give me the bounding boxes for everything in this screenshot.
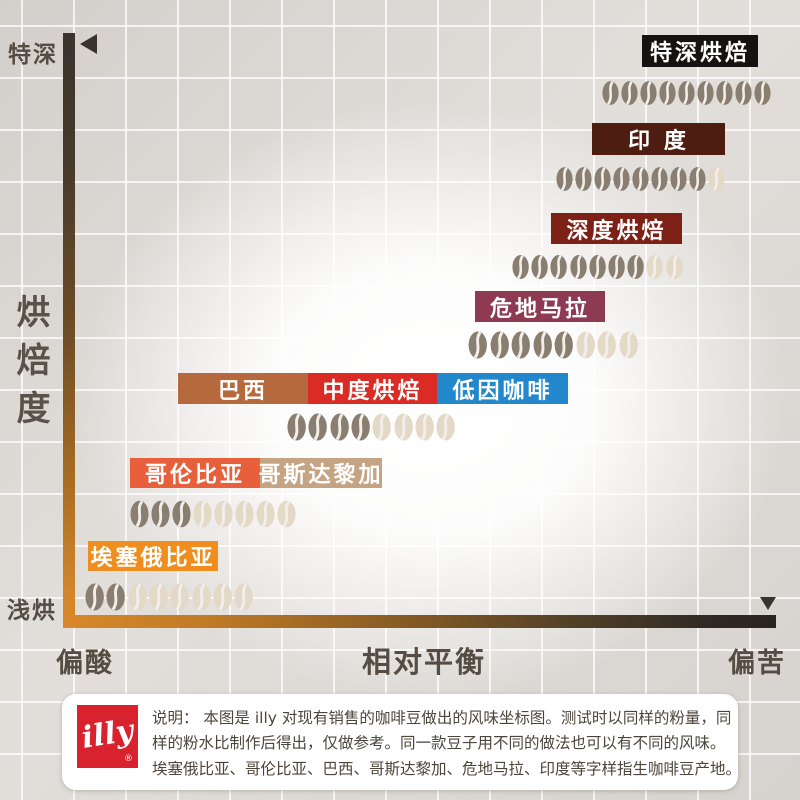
coffee-bean-dark-icon — [554, 331, 574, 363]
coffee-bean-dark-icon — [621, 79, 638, 111]
x-axis-left-label: 偏酸 — [56, 648, 114, 679]
coffee-bean-light-icon — [394, 413, 413, 445]
coffee-bean-light-icon — [235, 500, 254, 532]
coffee-bean-dark-icon — [570, 253, 587, 285]
x-axis-right-label: 偏苦 — [728, 648, 786, 679]
footer-note-text: 说明： 本图是 illy 对现有销售的咖啡豆做出的风味坐标图。测试时以同样的粉量… — [152, 706, 742, 782]
coffee-bean-dark-icon — [556, 165, 573, 197]
label-box-row7-1: 埃塞俄比亚 — [88, 541, 218, 571]
y-axis-bottom-label: 浅烘 — [7, 598, 57, 624]
coffee-bean-dark-icon — [533, 331, 553, 363]
coffee-bean-dark-icon — [678, 79, 695, 111]
footer-note-panel: illy ® 说明： 本图是 illy 对现有销售的咖啡豆做出的风味坐标图。测试… — [62, 694, 742, 790]
coffee-bean-dark-icon — [632, 165, 649, 197]
coffee-bean-light-icon — [708, 165, 725, 197]
label-box-row1-1: 特深烘焙 — [642, 35, 758, 67]
coffee-bean-light-icon — [372, 413, 391, 445]
label-box-row4-1: 危地马拉 — [475, 291, 605, 322]
coffee-bean-dark-icon — [130, 500, 149, 532]
coffee-bean-light-icon — [277, 500, 296, 532]
coffee-bean-light-icon — [256, 500, 275, 532]
note-line-1: 说明： 本图是 illy 对现有销售的咖啡豆做出的风味坐标图。测试时以同样的粉量… — [152, 709, 732, 727]
coffee-bean-light-icon — [128, 583, 147, 615]
coffee-bean-light-icon — [597, 331, 617, 363]
x-axis-center-label: 相对平衡 — [362, 645, 487, 679]
coffee-bean-dark-icon — [735, 79, 752, 111]
registered-mark: ® — [124, 754, 133, 764]
coffee-bean-dark-icon — [754, 79, 771, 111]
coffee-bean-dark-icon — [613, 165, 630, 197]
coffee-bean-dark-icon — [640, 79, 657, 111]
y-axis-arrow-icon — [80, 34, 97, 54]
coffee-bean-dark-icon — [594, 165, 611, 197]
x-axis-bar — [63, 615, 776, 628]
coffee-bean-dark-icon — [697, 79, 714, 111]
coffee-bean-light-icon — [666, 253, 683, 285]
coffee-bean-light-icon — [170, 583, 189, 615]
coffee-bean-light-icon — [193, 500, 212, 532]
coffee-bean-dark-icon — [602, 79, 619, 111]
illy-logo: illy ® — [77, 705, 138, 768]
coffee-bean-dark-icon — [670, 165, 687, 197]
coffee-bean-light-icon — [436, 413, 455, 445]
coffee-bean-dark-icon — [651, 165, 668, 197]
coffee-bean-light-icon — [214, 500, 233, 532]
coffee-bean-dark-icon — [659, 79, 676, 111]
label-box-row6-2: 哥斯达黎加 — [259, 458, 382, 488]
coffee-bean-dark-icon — [106, 583, 125, 615]
label-box-row3-1: 深度烘焙 — [551, 213, 682, 244]
coffee-bean-dark-icon — [716, 79, 733, 111]
coffee-bean-dark-icon — [172, 500, 191, 532]
coffee-bean-dark-icon — [151, 500, 170, 532]
coffee-bean-dark-icon — [511, 331, 531, 363]
coffee-bean-dark-icon — [287, 413, 306, 445]
coffee-bean-dark-icon — [512, 253, 529, 285]
note-line-3: 埃塞俄比亚、哥伦比亚、巴西、哥斯达黎加、危地马拉、印度等字样指生咖啡豆产地。 — [152, 759, 742, 778]
coffee-bean-light-icon — [213, 583, 232, 615]
coffee-bean-dark-icon — [490, 331, 510, 363]
label-box-row2-1: 印 度 — [592, 123, 725, 155]
y-axis-top-label: 特深 — [8, 42, 58, 68]
coffee-bean-light-icon — [149, 583, 168, 615]
note-line-2: 样的粉水比制作后得出，仅做参考。同一款豆子用不同的做法也可以有不同的风味。 — [152, 734, 726, 753]
coffee-bean-light-icon — [646, 253, 663, 285]
label-box-row5-3: 低因咖啡 — [437, 373, 568, 404]
coffee-bean-dark-icon — [330, 413, 349, 445]
coffee-bean-dark-icon — [575, 165, 592, 197]
y-axis-title: 烘焙度 — [10, 294, 50, 438]
coffee-bean-light-icon — [619, 331, 639, 363]
label-box-row5-1: 巴西 — [178, 373, 308, 404]
coffee-bean-dark-icon — [550, 253, 567, 285]
coffee-bean-light-icon — [192, 583, 211, 615]
coffee-bean-dark-icon — [85, 583, 104, 615]
coffee-bean-dark-icon — [627, 253, 644, 285]
label-box-row6-1: 哥伦比亚 — [130, 458, 260, 488]
label-box-row5-2: 中度烘焙 — [308, 373, 437, 404]
coffee-bean-dark-icon — [689, 165, 706, 197]
coffee-bean-dark-icon — [589, 253, 606, 285]
y-axis-bar — [63, 33, 75, 627]
illy-logo-text: illy — [78, 713, 136, 756]
x-axis-arrow-icon — [760, 597, 776, 610]
coffee-bean-dark-icon — [468, 331, 488, 363]
coffee-bean-dark-icon — [351, 413, 370, 445]
coffee-bean-dark-icon — [308, 413, 327, 445]
coffee-bean-dark-icon — [531, 253, 548, 285]
coffee-bean-light-icon — [576, 331, 596, 363]
coffee-bean-light-icon — [234, 583, 253, 615]
coffee-bean-light-icon — [415, 413, 434, 445]
coffee-bean-dark-icon — [608, 253, 625, 285]
